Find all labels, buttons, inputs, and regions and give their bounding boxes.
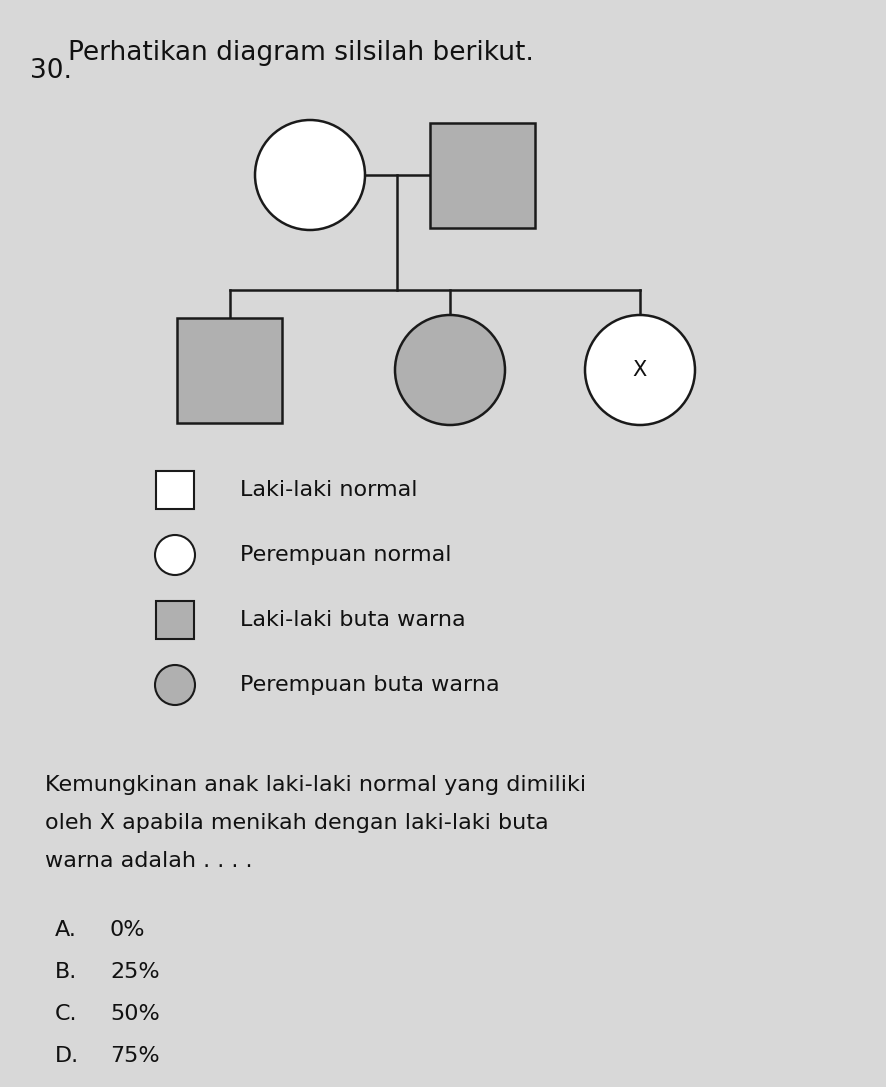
FancyBboxPatch shape — [156, 471, 194, 509]
FancyBboxPatch shape — [156, 601, 194, 639]
Text: Kemungkinan anak laki-laki normal yang dimiliki: Kemungkinan anak laki-laki normal yang d… — [45, 775, 586, 795]
Text: Laki-laki buta warna: Laki-laki buta warna — [240, 610, 465, 630]
Circle shape — [155, 665, 195, 705]
Text: X: X — [633, 360, 647, 380]
Circle shape — [155, 535, 195, 575]
FancyBboxPatch shape — [177, 317, 282, 423]
Text: 0%: 0% — [110, 920, 145, 940]
Text: Perempuan normal: Perempuan normal — [240, 545, 451, 565]
Text: C.: C. — [55, 1004, 77, 1024]
Text: 50%: 50% — [110, 1004, 159, 1024]
Text: Perhatikan diagram silsilah berikut.: Perhatikan diagram silsilah berikut. — [68, 40, 533, 66]
Text: B.: B. — [55, 962, 77, 982]
Text: Perempuan buta warna: Perempuan buta warna — [240, 675, 499, 695]
Text: 25%: 25% — [110, 962, 159, 982]
Circle shape — [585, 315, 695, 425]
Text: Laki-laki normal: Laki-laki normal — [240, 480, 417, 500]
Text: 75%: 75% — [110, 1046, 159, 1066]
Text: D.: D. — [55, 1046, 79, 1066]
Text: 30.: 30. — [30, 58, 72, 84]
Text: oleh X apabila menikah dengan laki-laki buta: oleh X apabila menikah dengan laki-laki … — [45, 813, 548, 833]
Circle shape — [394, 315, 504, 425]
Text: warna adalah . . . .: warna adalah . . . . — [45, 851, 253, 871]
Circle shape — [254, 120, 364, 230]
Text: A.: A. — [55, 920, 77, 940]
FancyBboxPatch shape — [430, 123, 534, 227]
